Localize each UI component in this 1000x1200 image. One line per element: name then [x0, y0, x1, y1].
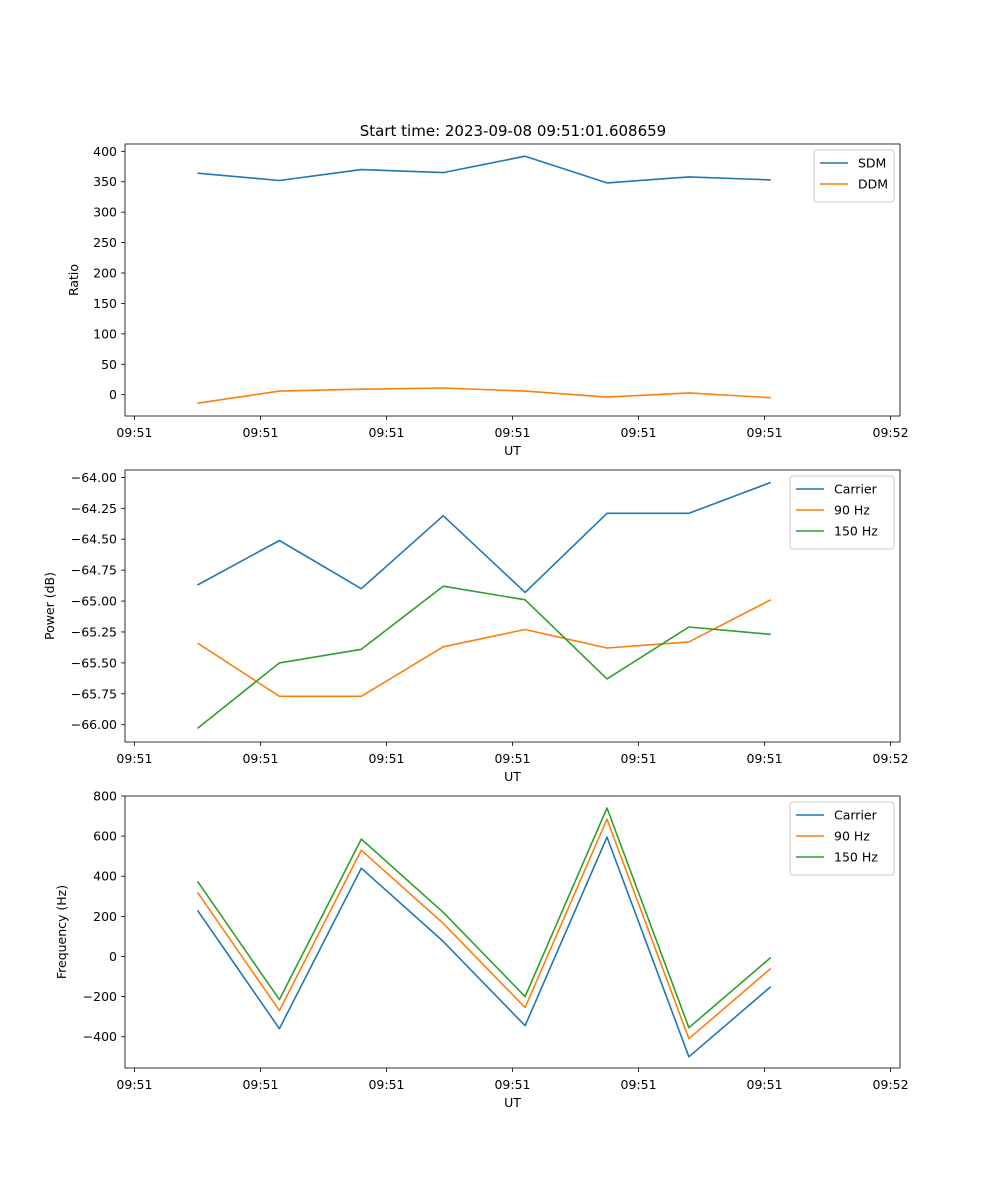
legend-label: Carrier	[834, 482, 878, 497]
y-tick-label: −65.00	[71, 594, 117, 609]
legend-label: 150 Hz	[834, 850, 878, 865]
x-tick-label: 09:51	[621, 1077, 657, 1092]
x-tick-label: 09:51	[116, 425, 152, 440]
y-axis-label: Power (dB)	[42, 572, 57, 640]
x-tick-label: 09:52	[873, 1077, 909, 1092]
x-tick-label: 09:51	[747, 751, 783, 766]
y-tick-label: 600	[93, 829, 117, 844]
x-tick-label: 09:51	[242, 751, 278, 766]
series-line-150-hz	[196, 807, 772, 1029]
legend: Carrier 90 Hz 150 Hz	[789, 475, 895, 550]
subplot-1: 09:51 09:51 09:51 09:51 09:51 09:51 09:52 0 50 10…	[66, 143, 909, 458]
figure-title: Start time: 2023-09-08 09:51:01.608659	[360, 122, 666, 140]
axes-frame	[124, 143, 901, 417]
y-tick-label: 400	[93, 144, 117, 159]
y-tick-label: 300	[93, 205, 117, 220]
x-axis-label: UT	[504, 1095, 521, 1110]
x-tick-label: 09:51	[242, 1077, 278, 1092]
x-axis-label: UT	[504, 769, 521, 784]
legend-label: DDM	[858, 177, 888, 192]
legend: Carrier 90 Hz 150 Hz	[789, 801, 895, 876]
x-tick-label: 09:51	[116, 1077, 152, 1092]
y-tick-label: 0	[109, 949, 117, 964]
series-line-ddm	[197, 387, 771, 404]
y-tick-label: 0	[109, 387, 117, 402]
x-tick-label: 09:51	[368, 751, 404, 766]
subplot-3: 09:51 09:51 09:51 09:51 09:51 09:51 09:52 −400 −…	[54, 789, 909, 1111]
legend-label: Carrier	[834, 808, 878, 823]
series-line-90-hz	[196, 818, 772, 1040]
axes-frame	[124, 795, 901, 1069]
y-tick-label: −200	[83, 989, 117, 1004]
y-tick-label: 350	[93, 174, 117, 189]
y-tick-label: 800	[93, 789, 117, 804]
y-axis-label: Frequency (Hz)	[54, 885, 69, 979]
x-axis-label: UT	[504, 443, 521, 458]
series-line-sdm	[197, 155, 771, 184]
x-tick-label: 09:51	[494, 751, 530, 766]
y-tick-label: −65.75	[71, 686, 117, 701]
series-line-carrier	[197, 481, 772, 594]
x-tick-label: 09:52	[873, 425, 909, 440]
y-tick-label: −65.25	[71, 624, 117, 639]
y-tick-label: 100	[93, 326, 117, 341]
legend-label: 90 Hz	[834, 503, 870, 518]
x-tick-label: 09:51	[494, 1077, 530, 1092]
x-tick-label: 09:51	[747, 1077, 783, 1092]
y-tick-label: −64.50	[71, 532, 117, 547]
x-tick-label: 09:51	[621, 425, 657, 440]
y-axis-label: Ratio	[66, 264, 81, 296]
y-tick-label: −64.25	[71, 501, 117, 516]
legend: SDM DDM	[813, 149, 895, 203]
y-tick-label: 200	[93, 909, 117, 924]
subplot-2: 09:51 09:51 09:51 09:51 09:51 09:51 09:52 −66.0…	[42, 469, 909, 784]
x-tick-label: 09:51	[747, 425, 783, 440]
y-tick-label: −65.50	[71, 655, 117, 670]
x-tick-label: 09:51	[368, 1077, 404, 1092]
legend-label: 90 Hz	[834, 829, 870, 844]
y-tick-label: −64.00	[71, 470, 117, 485]
series-line-carrier	[196, 836, 772, 1058]
legend-label: SDM	[858, 156, 886, 171]
y-tick-label: 400	[93, 869, 117, 884]
series-line-150-hz	[197, 585, 771, 730]
y-tick-label: −400	[83, 1029, 117, 1044]
y-tick-label: −64.75	[71, 563, 117, 578]
x-tick-label: 09:51	[368, 425, 404, 440]
x-tick-label: 09:51	[494, 425, 530, 440]
y-tick-label: 50	[101, 357, 117, 372]
y-tick-label: −66.00	[71, 717, 117, 732]
y-tick-label: 200	[93, 266, 117, 281]
subplots: 09:51 09:51 09:51 09:51 09:51 09:51 09:52 0 50 10…	[42, 143, 909, 1111]
axes-frame	[124, 469, 901, 743]
legend-label: 150 Hz	[834, 524, 878, 539]
x-tick-label: 09:51	[621, 751, 657, 766]
y-tick-label: 250	[93, 235, 117, 250]
x-tick-label: 09:52	[873, 751, 909, 766]
x-tick-label: 09:51	[116, 751, 152, 766]
x-tick-label: 09:51	[242, 425, 278, 440]
series-line-90-hz	[197, 599, 772, 698]
y-tick-label: 150	[93, 296, 117, 311]
